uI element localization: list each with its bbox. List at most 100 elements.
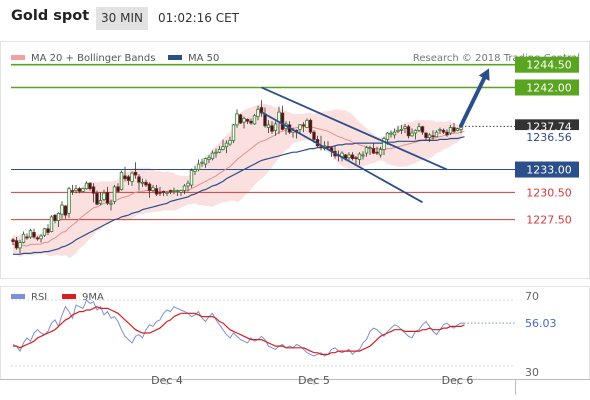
candle-body bbox=[438, 129, 442, 131]
candle bbox=[455, 127, 460, 132]
candle-body bbox=[308, 119, 313, 133]
candle bbox=[168, 189, 173, 195]
candle bbox=[84, 181, 89, 190]
candle bbox=[102, 189, 106, 202]
candle-body bbox=[158, 191, 162, 194]
ma-value-label: 1236.56 bbox=[526, 131, 572, 144]
candle-body bbox=[133, 171, 138, 176]
candle bbox=[448, 124, 453, 135]
candle bbox=[81, 187, 85, 193]
candle-body bbox=[448, 127, 453, 134]
candle bbox=[161, 190, 166, 196]
candle bbox=[130, 171, 134, 186]
candle-body bbox=[67, 188, 71, 214]
clock-time: 01:02:16 CET bbox=[158, 11, 239, 25]
candle-body bbox=[214, 151, 218, 154]
candle bbox=[158, 186, 162, 196]
candle bbox=[207, 154, 211, 164]
candle bbox=[403, 123, 407, 134]
trend-line-1 bbox=[261, 111, 423, 204]
rsi-line bbox=[12, 299, 465, 357]
candle-body bbox=[364, 147, 369, 154]
candle-body bbox=[161, 191, 166, 193]
candle-body bbox=[189, 170, 194, 186]
legend-swatch-ma50 bbox=[168, 55, 182, 60]
candle bbox=[238, 113, 243, 124]
candle-body bbox=[312, 131, 316, 140]
candle bbox=[63, 205, 68, 219]
candle bbox=[417, 123, 421, 133]
chart-header: Gold spot 30 MIN 01:02:16 CET bbox=[0, 0, 590, 38]
candle-body bbox=[14, 240, 19, 249]
candle bbox=[74, 185, 78, 194]
rsi-legend: RSI 9MA bbox=[11, 292, 104, 303]
candle bbox=[228, 136, 232, 146]
candle-body bbox=[357, 153, 362, 160]
candle-body bbox=[399, 129, 404, 131]
candle-body bbox=[112, 186, 117, 202]
legend-label-ma50: MA 50 bbox=[188, 53, 219, 64]
candle bbox=[109, 199, 113, 211]
trend-line-0 bbox=[261, 86, 448, 171]
ma20-line bbox=[12, 126, 465, 247]
bollinger-band-area bbox=[13, 103, 465, 258]
candle-body bbox=[151, 187, 155, 191]
candle bbox=[371, 143, 376, 155]
candle bbox=[28, 228, 33, 239]
candle-body bbox=[137, 176, 141, 183]
candle bbox=[413, 129, 418, 140]
timeframe-selector[interactable]: 30 MIN bbox=[96, 7, 148, 30]
candle bbox=[144, 179, 148, 187]
candle-body bbox=[123, 175, 127, 180]
bollinger-bands bbox=[13, 103, 465, 258]
candle-body bbox=[126, 176, 131, 181]
instrument-title: Gold spot bbox=[11, 8, 90, 24]
candle-body bbox=[95, 192, 99, 205]
rsi-axis-labels: 70 30 56.03 bbox=[525, 290, 557, 379]
rsi-panel: RSI 9MA 70 30 56.03 bbox=[0, 286, 590, 380]
candle-body bbox=[392, 131, 397, 136]
candle-body bbox=[70, 190, 75, 192]
price-panel-frame bbox=[0, 41, 590, 279]
candle bbox=[319, 135, 323, 151]
candle-body bbox=[301, 124, 306, 127]
candle-body bbox=[154, 188, 159, 195]
candle-body bbox=[200, 161, 204, 164]
legend-label-ma20: MA 20 + Bollinger Bands bbox=[31, 53, 155, 64]
candle bbox=[133, 162, 138, 179]
candle-body bbox=[77, 188, 82, 192]
candle-body bbox=[119, 171, 124, 190]
candle-body bbox=[56, 212, 61, 221]
candle-body bbox=[140, 181, 145, 184]
candle-body bbox=[417, 126, 421, 131]
candle-body bbox=[441, 129, 446, 133]
candle-body bbox=[207, 157, 211, 160]
candle-body bbox=[175, 190, 180, 192]
candle-body bbox=[273, 123, 278, 131]
level-label-bg-1 bbox=[515, 79, 579, 96]
candle-body bbox=[263, 113, 267, 127]
candle bbox=[154, 185, 159, 196]
rsi-tick-label-70: 70 bbox=[525, 290, 539, 303]
candle-body bbox=[98, 200, 103, 204]
candle bbox=[77, 186, 82, 194]
price-label-bg-0 bbox=[515, 119, 579, 134]
candle bbox=[368, 145, 372, 155]
candle-body bbox=[445, 131, 449, 136]
candle bbox=[266, 120, 271, 134]
candle-body bbox=[144, 181, 148, 186]
candle-body bbox=[270, 125, 274, 132]
candle bbox=[11, 237, 15, 246]
candle-body bbox=[424, 132, 428, 139]
candle-body bbox=[305, 119, 309, 128]
legend-swatch-9ma bbox=[62, 294, 76, 299]
candle bbox=[186, 180, 190, 192]
candle bbox=[88, 182, 92, 191]
candle-body bbox=[375, 151, 379, 154]
candle-body bbox=[228, 139, 232, 145]
projection-arrow-head bbox=[478, 68, 490, 81]
candle bbox=[25, 233, 29, 240]
candle bbox=[217, 145, 222, 154]
candle-body bbox=[21, 233, 26, 243]
